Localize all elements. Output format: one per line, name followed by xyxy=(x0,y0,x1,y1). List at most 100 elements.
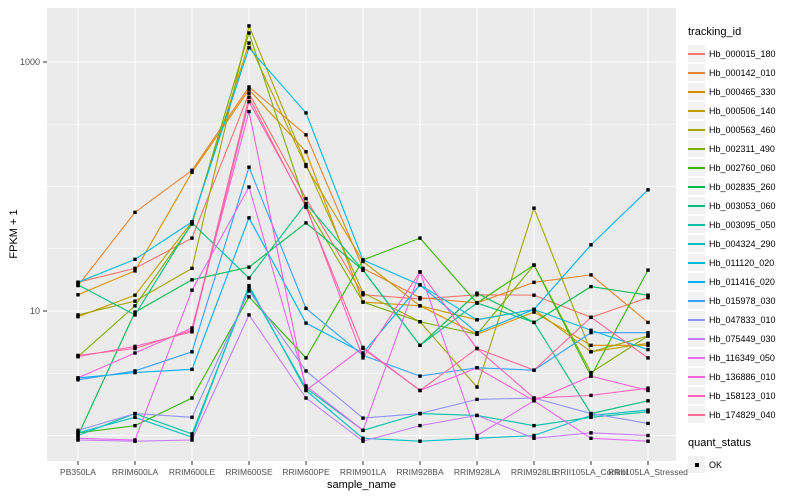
legend-key xyxy=(688,349,705,366)
data-point xyxy=(361,428,365,433)
data-point xyxy=(475,436,479,440)
legend-item-Hb_116349_050: Hb_116349_050 xyxy=(688,348,798,367)
x-tick-label: RRIM600LE xyxy=(169,467,216,477)
data-point xyxy=(76,376,80,380)
data-point xyxy=(247,87,251,92)
data-point xyxy=(418,343,422,348)
x-axis-title: sample_name xyxy=(326,479,397,491)
data-point xyxy=(589,330,593,335)
data-point xyxy=(190,326,194,330)
legend-key xyxy=(688,273,705,290)
data-point xyxy=(190,438,194,442)
data-point xyxy=(247,165,251,169)
data-point xyxy=(247,95,251,100)
data-point xyxy=(589,415,593,420)
data-point xyxy=(361,436,365,440)
data-point xyxy=(646,293,650,297)
data-point xyxy=(361,439,365,443)
data-point xyxy=(532,368,536,372)
legend-item-label: Hb_000465_330 xyxy=(709,86,776,97)
legend-key-line-icon xyxy=(688,147,705,150)
legend-key-line-icon xyxy=(688,356,705,359)
data-point xyxy=(247,31,251,35)
data-point xyxy=(133,346,137,351)
data-point xyxy=(190,367,194,372)
quant-status-items: OK xyxy=(688,455,798,474)
legend-key-line-icon xyxy=(688,375,705,378)
legend-item-Hb_011416_020: Hb_011416_020 xyxy=(688,272,798,291)
data-point xyxy=(532,320,536,325)
data-point xyxy=(190,415,194,420)
data-point xyxy=(475,413,479,418)
data-point xyxy=(190,170,194,175)
data-point xyxy=(589,436,593,440)
data-point xyxy=(304,221,308,225)
data-point xyxy=(589,411,593,416)
legend-item-Hb_004324_290: Hb_004324_290 xyxy=(688,234,798,253)
quant-status-item: OK xyxy=(688,455,798,474)
legend-item-label: Hb_075449_030 xyxy=(709,333,776,344)
data-point xyxy=(76,353,80,358)
data-point xyxy=(133,299,137,303)
data-point xyxy=(133,313,137,317)
data-point xyxy=(532,293,536,297)
y-axis-title: FPKM + 1 xyxy=(8,209,20,259)
data-point xyxy=(133,411,137,416)
data-point xyxy=(304,196,308,201)
data-point xyxy=(247,216,251,220)
data-point xyxy=(589,413,593,418)
data-point xyxy=(133,438,137,442)
legend-item-Hb_002835_260: Hb_002835_260 xyxy=(688,177,798,196)
legend-key xyxy=(688,292,705,309)
legend-key xyxy=(688,330,705,347)
legend-item-Hb_047833_010: Hb_047833_010 xyxy=(688,310,798,329)
legend-item-Hb_000506_140: Hb_000506_140 xyxy=(688,101,798,120)
x-tick-label: PB350LA xyxy=(60,467,96,477)
data-point xyxy=(532,423,536,428)
data-point xyxy=(190,435,194,439)
legend-key-line-icon xyxy=(688,280,705,283)
data-point xyxy=(418,320,422,324)
data-point xyxy=(532,310,536,314)
data-point xyxy=(646,320,650,325)
legend-key xyxy=(688,140,705,157)
data-point xyxy=(76,378,80,382)
data-point xyxy=(532,399,536,403)
legend-item-label: Hb_158123_010 xyxy=(709,390,776,401)
legend-item-Hb_003095_050: Hb_003095_050 xyxy=(688,215,798,234)
data-point xyxy=(475,318,479,322)
legend-key xyxy=(688,387,705,404)
data-point xyxy=(418,236,422,240)
legend-item-label: Hb_002835_260 xyxy=(709,181,776,192)
data-point xyxy=(247,289,251,293)
legend-item-Hb_011120_020: Hb_011120_020 xyxy=(688,253,798,272)
data-point xyxy=(646,343,650,348)
data-point xyxy=(475,397,479,402)
legend-item-Hb_003053_060: Hb_003053_060 xyxy=(688,196,798,215)
data-point xyxy=(418,283,422,287)
data-point xyxy=(532,206,536,210)
legend-key xyxy=(688,178,705,195)
data-point xyxy=(247,46,251,50)
legend-item-label: Hb_000506_140 xyxy=(709,105,776,116)
data-point xyxy=(133,344,137,349)
data-point xyxy=(190,168,194,172)
data-point xyxy=(646,330,650,335)
data-point xyxy=(133,269,137,273)
legend-item-label: Hb_002311_490 xyxy=(709,143,775,154)
data-point xyxy=(361,300,365,304)
data-point xyxy=(589,343,593,348)
data-point xyxy=(247,41,251,45)
data-point xyxy=(76,280,80,285)
data-point xyxy=(304,396,308,400)
y-tick-label: 1000 xyxy=(20,57,40,67)
legend-key xyxy=(688,254,705,271)
data-point xyxy=(76,436,80,440)
x-tick-label: RRIM928LE xyxy=(511,467,558,477)
legend-key-line-icon xyxy=(688,166,705,169)
legend: tracking_id Hb_000015_180 Hb_000142_010 Hb… xyxy=(688,26,798,474)
data-point xyxy=(304,164,308,169)
data-point xyxy=(304,133,308,137)
